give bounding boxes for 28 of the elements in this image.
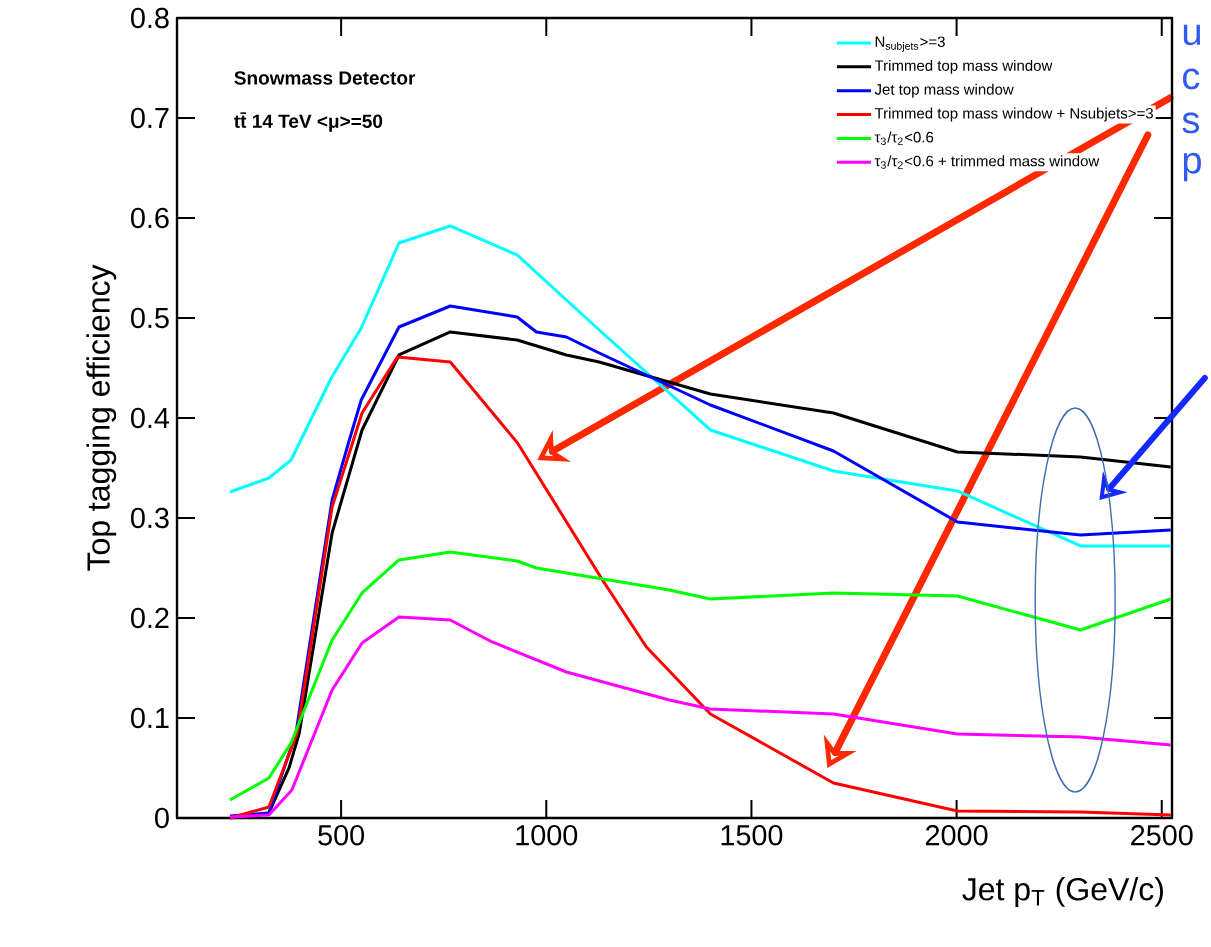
y-tick-label: 0.8	[131, 7, 169, 29]
y-tick-label: 0.4	[131, 407, 170, 429]
text: s	[1182, 112, 1200, 134]
x-tick-label: 500	[318, 825, 365, 846]
text: c	[1183, 68, 1200, 90]
annotation: Snowmass Detector	[234, 71, 416, 85]
y-axis-title: Top tagging efficiency	[86, 264, 117, 571]
legend-label: Trimmed top mass window + Nsubjets>=3	[874, 107, 1153, 122]
y-tick-label: 0	[155, 807, 169, 829]
y-tick-label: 0.5	[131, 307, 169, 329]
y-tick-label: 0.1	[131, 707, 169, 729]
annotation: tt̄ 14 TeV <μ>=50	[234, 112, 383, 132]
y-tick-label: 0.6	[131, 207, 169, 229]
text: p	[1183, 152, 1201, 182]
text: u	[1183, 24, 1201, 46]
legend-label: τ$_{3}$/τ$_{2}$<0.6	[874, 131, 934, 145]
legend-label: N$_{subjets}$>=3	[875, 36, 945, 52]
x-axis-title: Jet p$_{T}$ (GeV/c)	[962, 877, 1163, 907]
legend-label: Jet top mass window	[874, 83, 1014, 98]
x-tick-label: 1000	[516, 825, 578, 846]
legend-label: τ$_{3}$/τ$_{2}$<0.6 + trimmed mass window	[874, 155, 1100, 169]
legend-label: Trimmed top mass window	[874, 59, 1053, 74]
x-tick-label: 2500	[1131, 825, 1193, 846]
x-tick-label: 2000	[926, 825, 988, 846]
y-tick-label: 0.7	[131, 107, 169, 129]
y-tick-label: 0.2	[131, 607, 169, 629]
y-tick-label: 0.3	[131, 507, 169, 529]
x-tick-label: 1500	[721, 825, 783, 846]
